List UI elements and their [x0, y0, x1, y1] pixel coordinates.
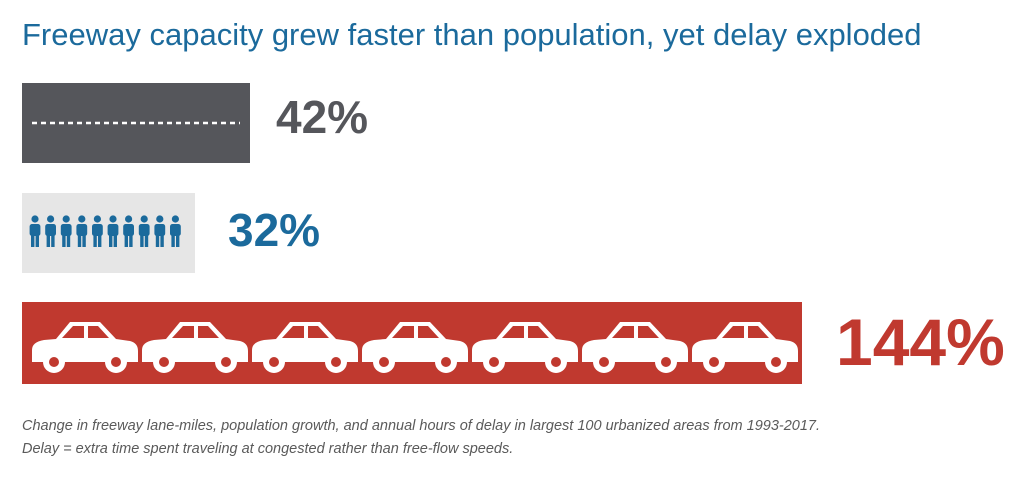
person-icon [154, 215, 166, 247]
person-icon [76, 215, 88, 247]
caption-line-2: Delay = extra time spent traveling at co… [22, 441, 513, 457]
person-icon [107, 215, 119, 247]
car-icon [472, 322, 578, 373]
value-label-annual-hours-of-delay: 144% [836, 305, 1005, 379]
value-labels-layer: 42% 32% 144% [228, 91, 1005, 379]
car-icon [362, 322, 468, 373]
bars-layer [22, 83, 802, 384]
value-label-freeway-lane-miles: 42% [276, 91, 368, 143]
car-icon [582, 322, 688, 373]
person-icon [60, 215, 72, 247]
person-icon [138, 215, 150, 247]
car-icon [32, 322, 138, 373]
value-label-population: 32% [228, 204, 320, 256]
person-icon [45, 215, 56, 247]
person-icon [123, 215, 134, 247]
car-icon [142, 322, 248, 373]
person-icon [170, 215, 181, 247]
person-icon [92, 215, 103, 247]
caption-line-1: Change in freeway lane-miles, population… [22, 418, 820, 434]
person-icon [29, 215, 41, 247]
chart-title: Freeway capacity grew faster than popula… [22, 17, 922, 52]
car-icon [692, 322, 798, 373]
car-icon [252, 322, 358, 373]
